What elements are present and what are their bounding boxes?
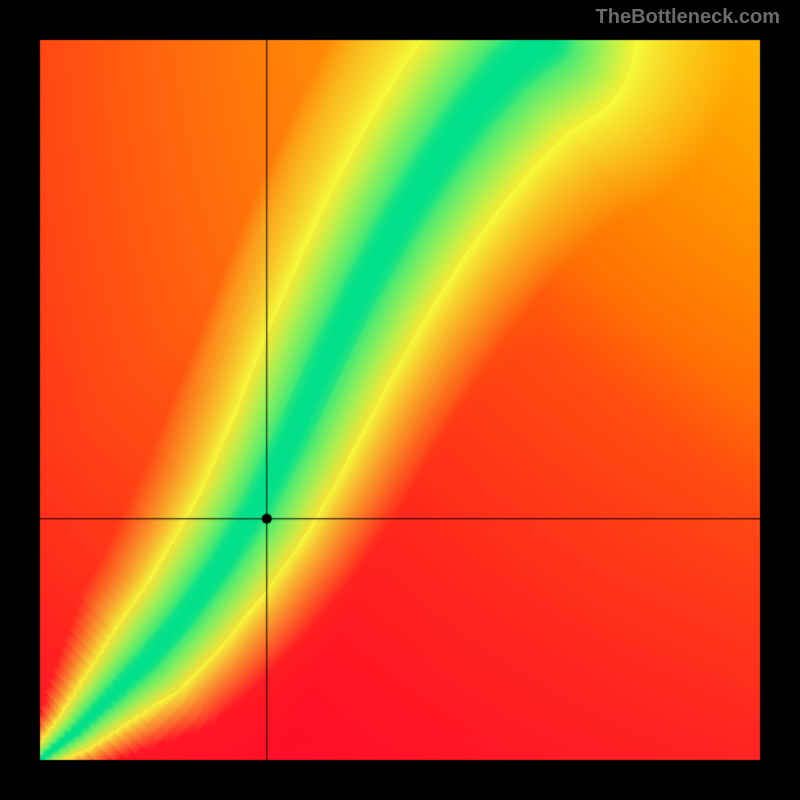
heatmap-canvas [0, 0, 800, 800]
attribution-text: TheBottleneck.com [596, 6, 780, 29]
chart-container: TheBottleneck.com [0, 0, 800, 800]
